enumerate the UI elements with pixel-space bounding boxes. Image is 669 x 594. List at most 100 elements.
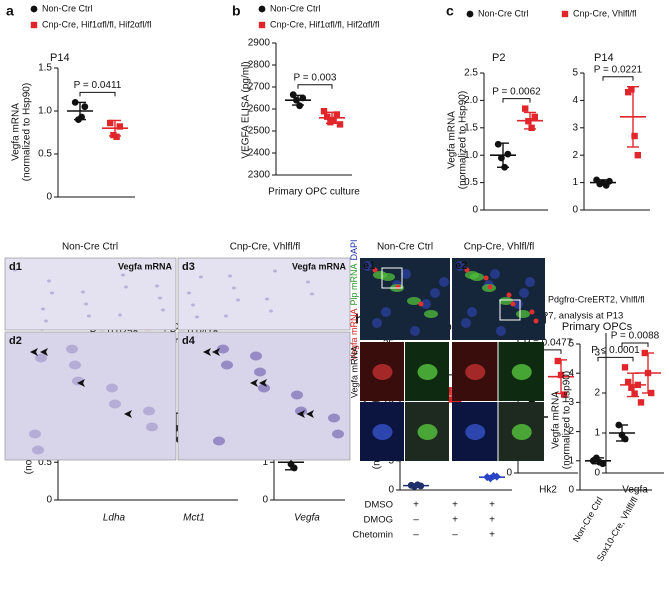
plp-signal [499,297,513,305]
significance-bracket [597,356,634,362]
y-tick-label: 0 [572,205,578,216]
plp-signal [424,310,438,318]
nucleus [455,261,465,271]
y-tick-label: 2500 [248,126,271,137]
subplot-title: P2 [492,52,505,64]
y-tick-label: 1 [572,177,578,188]
side-label: Vegfa mRNA [349,346,359,398]
nucleus [461,318,471,328]
y-axis-label: (normalized to Hsp90) [458,91,469,189]
cell [66,344,78,354]
panel-header: Cnp-Cre, Vhlfl/fl [230,242,301,253]
condition-mark: + [452,500,458,511]
y-tick-label: 1 [594,428,600,439]
side-label: Vegfa mRNA Plp mRNA DAPI [349,239,359,360]
panel-letter: c [446,3,454,19]
significance-label: P = 0.0411 [74,80,122,91]
nucleus [525,277,535,287]
data-point [634,152,641,159]
cell [35,353,47,363]
vegfa-signal [510,301,516,307]
micrograph [177,331,351,461]
cell [265,297,269,301]
y-tick-label: 0.5 [38,457,52,468]
y-tick-label: 0.5 [38,149,52,160]
tile-label: e1 [363,260,375,272]
data-point [631,390,638,397]
cell [332,429,344,439]
arrowhead [40,348,48,356]
inset-cell [417,364,438,380]
nucleus [410,326,420,336]
nucleus [372,318,382,328]
data-point [336,121,344,128]
y-tick-label: 0 [594,468,600,479]
cell [213,436,225,446]
x-axis-label: Hk2 [539,485,557,496]
cell [143,406,155,416]
legend-marker [30,5,38,13]
y-tick-label: 4 [572,95,578,106]
micrograph [177,257,351,331]
arrowhead [212,348,220,356]
inset-cell [465,424,486,440]
cell [232,286,236,290]
vegfa-signal [395,284,401,290]
cell [199,275,203,279]
y-axis-label: Vegfa mRNA [447,111,458,169]
y-tick-label: 2 [572,150,578,161]
x-tick-label: Non-Cre Ctrl [571,495,605,544]
tile-label: d4 [182,335,196,347]
y-tick-label: 1.5 [38,63,52,74]
condition-mark: + [413,500,419,511]
legend-label: Pdgfrα-CreERT2, Vhlfl/fl [548,294,645,304]
y-tick-label: 5 [568,339,574,350]
nucleus [430,288,440,298]
cell [32,445,44,455]
y-tick-label: 0 [388,485,394,496]
condition-mark: + [489,515,495,526]
cell [195,315,199,319]
panel-letter: b [232,3,241,19]
y-tick-label: 2700 [248,82,271,93]
plp-signal [381,273,395,281]
tile-caption: Vegfa mRNA [292,261,347,271]
cell [84,302,88,306]
y-tick-label: 3 [572,122,578,133]
y-axis-label: VEGFA ELISA (pg/ml) [241,61,252,158]
inset-cell [511,424,532,440]
inset-cell [372,364,393,380]
cell [69,360,81,370]
cell [254,367,266,377]
significance-bracket [79,91,116,97]
cell [221,360,233,370]
nucleus [363,261,373,271]
legend-label: Non-Cre Ctrl [270,3,321,13]
condition-mark: – [452,530,458,541]
y-tick-label: 0 [568,485,574,496]
y-tick-label: 2 [594,388,600,399]
panel-letter: a [6,3,14,19]
y-tick-label: 2900 [248,38,271,49]
cell [191,303,195,307]
data-point [606,177,613,185]
data-point [637,399,645,406]
significance-label: P = 0.0088 [611,331,660,342]
significance-bracket [297,84,333,89]
chart-title: Primary OPCs [562,321,633,333]
data-point [625,378,632,386]
significance-bracket [621,342,649,347]
y-tick-label: 1.0 [38,106,52,117]
chart-subtitle: TM at P6/P7, analysis at P13 [501,311,624,322]
vegfa-signal [533,318,539,324]
condition-label: DMOG [363,515,393,526]
arrowhead [259,379,267,387]
panel-header: Cnp-Cre, Vhlfl/fl [464,242,535,253]
cell [44,319,48,323]
cell [29,429,41,439]
data-point [621,364,629,371]
data-point [330,116,337,124]
cell [187,291,191,295]
arrowhead [306,410,314,418]
cell [302,268,306,272]
